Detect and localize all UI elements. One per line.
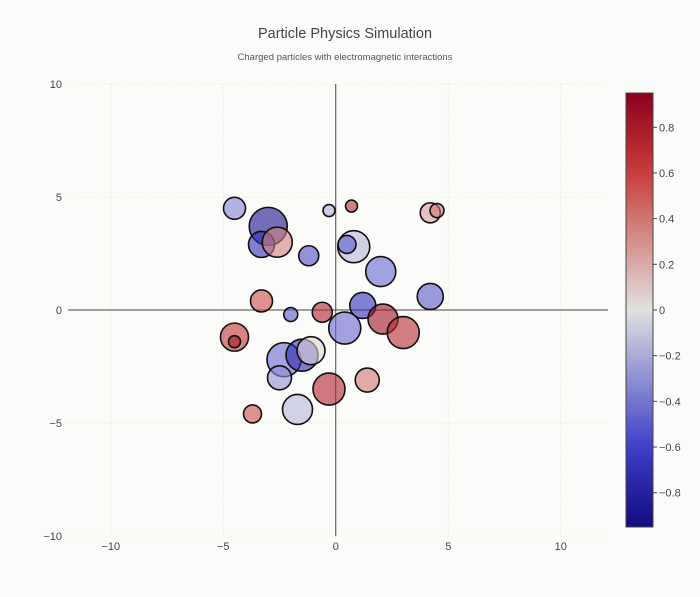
- colorbar-tick-label: 0.4: [659, 214, 674, 226]
- points-layer: [219, 196, 445, 426]
- particle-point[interactable]: [261, 226, 294, 258]
- colorbar-tick-label: −0.4: [659, 396, 681, 408]
- y-tick-label: 0: [56, 305, 62, 317]
- chart-title: Particle Physics Simulation: [257, 26, 433, 42]
- particle-point[interactable]: [297, 244, 320, 267]
- y-axis-ticks: −10 −5 0 5 10: [43, 79, 62, 543]
- x-axis-ticks: −10 −5 0 5 10: [101, 541, 566, 553]
- particle-point[interactable]: [311, 301, 334, 324]
- particle-point[interactable]: [344, 199, 359, 213]
- particle-point[interactable]: [386, 315, 421, 350]
- colorbar-tick-label: 0.8: [659, 122, 674, 134]
- colorbar: 0.8 0.6 0.4 0.2 0 −0.2 −0.4 −0.6 −0.8: [625, 92, 681, 528]
- zero-lines: [68, 84, 608, 536]
- x-tick-label: −10: [101, 541, 120, 553]
- particle-point[interactable]: [322, 203, 336, 218]
- particle-point[interactable]: [227, 334, 242, 349]
- y-tick-label: 10: [50, 79, 62, 91]
- y-tick-label: −10: [43, 531, 62, 543]
- chart-subtitle: Charged particles with electromagnetic i…: [237, 52, 453, 63]
- particle-point[interactable]: [364, 255, 397, 288]
- particle-point[interactable]: [429, 202, 445, 219]
- colorbar-tick-label: 0: [659, 305, 665, 317]
- particle-point[interactable]: [249, 289, 274, 313]
- particle-point[interactable]: [354, 367, 381, 393]
- y-tick-label: −5: [49, 418, 62, 430]
- colorbar-tick-label: −0.8: [659, 488, 681, 500]
- particle-point[interactable]: [296, 335, 326, 366]
- colorbar-gradient: [625, 92, 654, 528]
- particle-point[interactable]: [337, 234, 357, 255]
- x-tick-label: 10: [555, 541, 567, 553]
- x-tick-label: 0: [333, 541, 339, 553]
- x-tick-label: 5: [445, 541, 451, 553]
- colorbar-tick-label: 0.2: [659, 259, 674, 271]
- colorbar-tick-label: 0.6: [659, 168, 674, 180]
- x-tick-label: −5: [217, 541, 230, 553]
- colorbar-tick-label: −0.2: [659, 351, 681, 363]
- particle-point[interactable]: [282, 306, 299, 323]
- particle-point[interactable]: [222, 196, 247, 221]
- particle-point[interactable]: [327, 311, 362, 345]
- colorbar-tick-label: −0.6: [659, 442, 681, 454]
- particle-point[interactable]: [312, 372, 346, 406]
- particle-point[interactable]: [416, 282, 445, 311]
- particle-point[interactable]: [281, 393, 314, 426]
- particle-point[interactable]: [242, 404, 263, 424]
- particle-point[interactable]: [266, 364, 293, 391]
- y-tick-label: 5: [56, 192, 62, 204]
- colorbar-ticks: 0.8 0.6 0.4 0.2 0 −0.2 −0.4 −0.6 −0.8: [653, 122, 681, 500]
